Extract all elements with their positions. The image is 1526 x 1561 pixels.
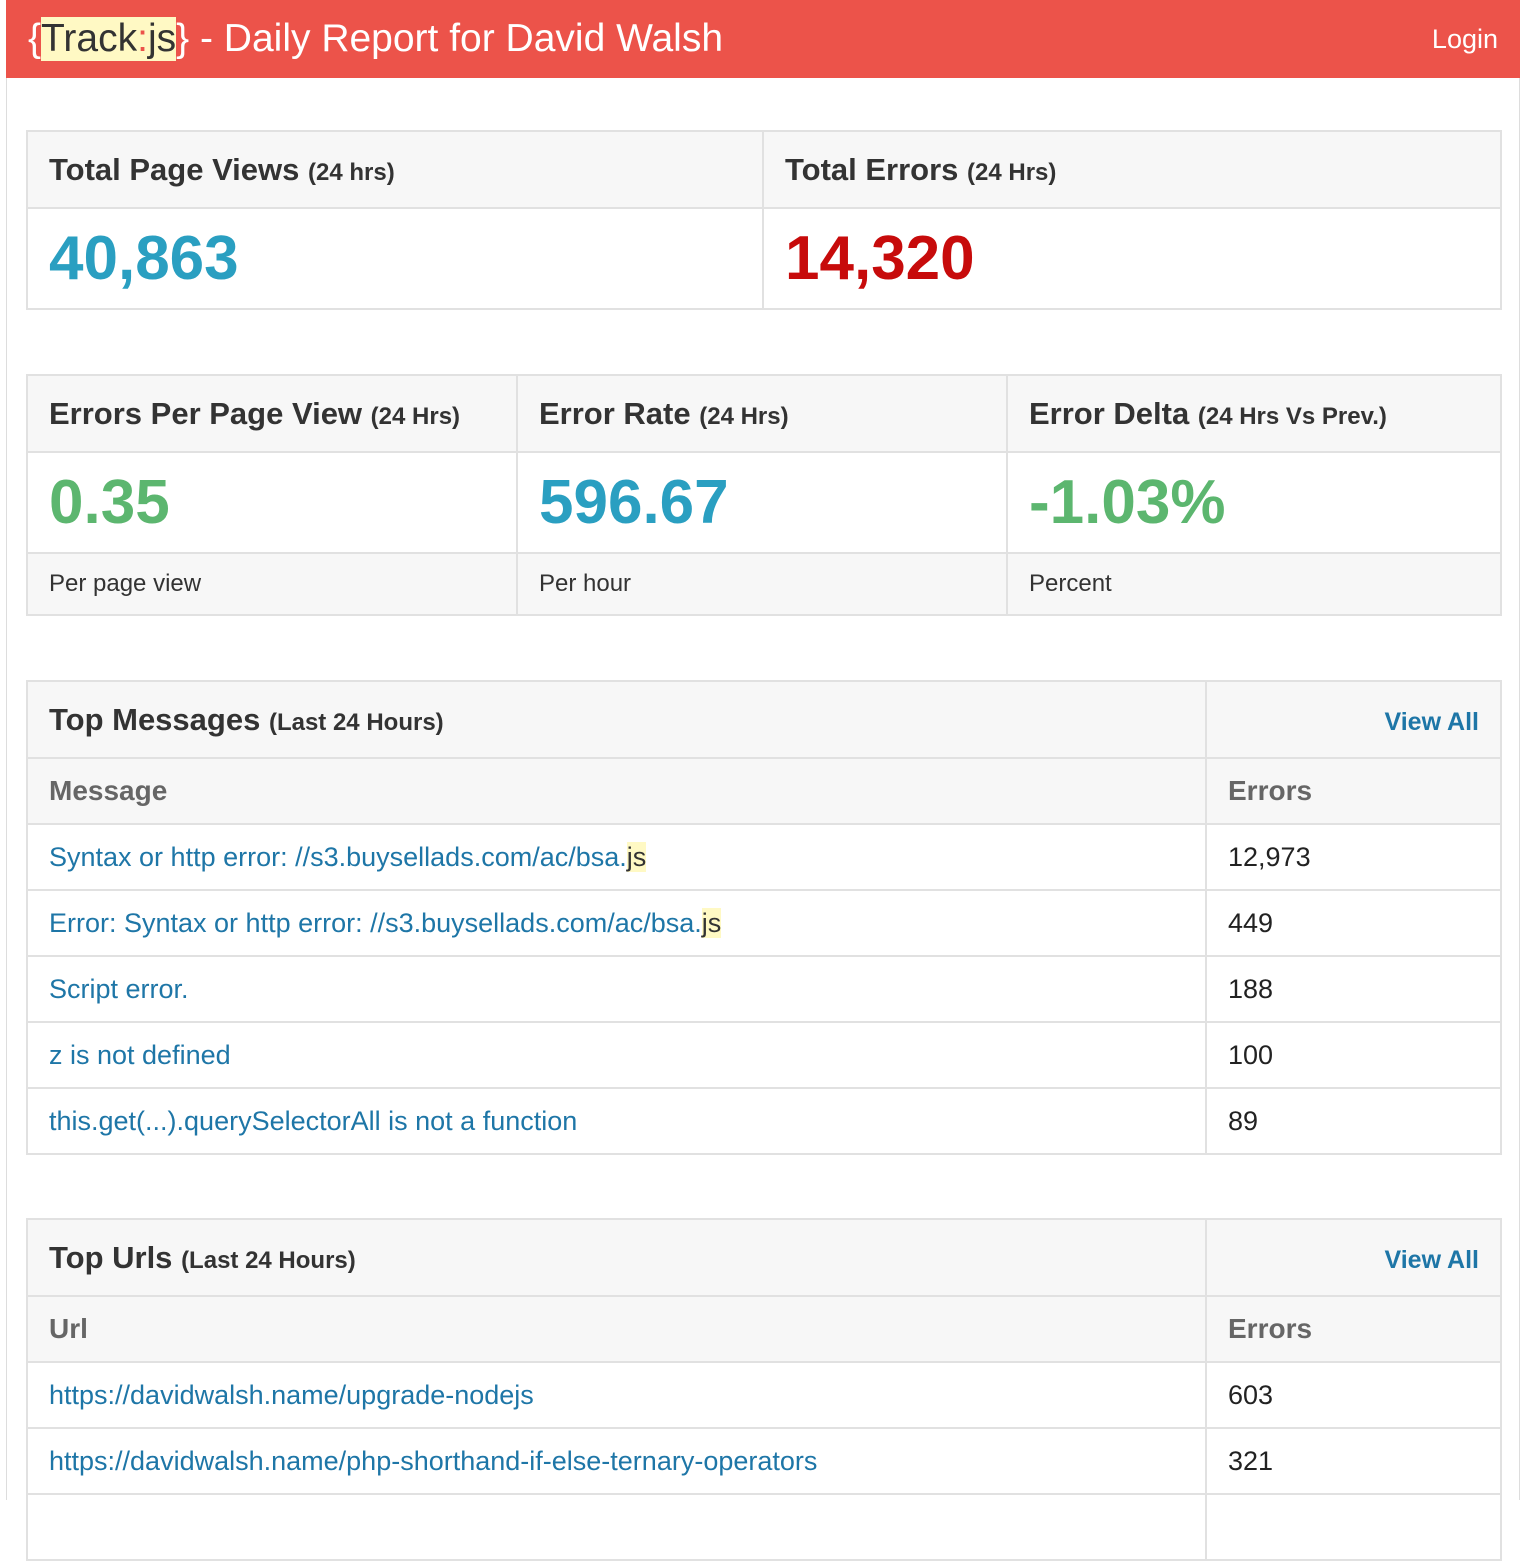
error-count: 321 xyxy=(1205,1427,1502,1495)
message-text[interactable]: Script error. xyxy=(49,973,189,1004)
page-frame xyxy=(6,0,1520,1500)
top-messages-panel: Top Messages (Last 24 Hours) View All Me… xyxy=(26,680,1502,1155)
table-row: https://davidwalsh.name/upgrade-nodejs 6… xyxy=(26,1361,1502,1429)
top-urls-title: Top Urls xyxy=(49,1239,173,1275)
message-link[interactable]: Script error. xyxy=(26,955,1207,1023)
metric-period: (24 Hrs) xyxy=(699,402,789,430)
top-messages-title: Top Messages xyxy=(49,701,261,737)
brand-track: Track xyxy=(41,17,138,61)
total-page-views-value: 40,863 xyxy=(26,207,764,310)
brand-brace-close: } xyxy=(176,17,190,60)
total-page-views-period: (24 hrs) xyxy=(308,158,395,186)
error-count: 449 xyxy=(1205,889,1502,957)
error-count: 188 xyxy=(1205,955,1502,1023)
message-link[interactable]: z is not defined xyxy=(26,1021,1207,1089)
metric-period: (24 Hrs) xyxy=(370,402,461,430)
error-count: 12,973 xyxy=(1205,823,1502,891)
brand-js: js xyxy=(147,17,177,61)
metric-label: Error Delta xyxy=(1029,395,1190,431)
metric-period: (24 Hrs Vs Prev.) xyxy=(1197,402,1387,430)
message-text[interactable]: this.get(...).querySelectorAll is not a … xyxy=(49,1105,578,1136)
top-bar: {Track: js} - Daily Report for David Wals… xyxy=(6,0,1520,78)
total-errors-value: 14,320 xyxy=(762,207,1502,310)
metric-label: Errors Per Page View xyxy=(49,395,363,431)
metric-heading: Error Delta (24 Hrs Vs Prev.) xyxy=(1006,374,1502,453)
errors-per-page-view-value: 0.35 xyxy=(26,451,518,554)
total-page-views-label: Total Page Views xyxy=(49,151,300,187)
table-row: Syntax or http error: //s3.buysellads.co… xyxy=(26,823,1502,891)
column-header-errors: Errors xyxy=(1205,1295,1502,1363)
message-link[interactable]: this.get(...).querySelectorAll is not a … xyxy=(26,1087,1207,1155)
url-link[interactable]: https://davidwalsh.name/upgrade-nodejs xyxy=(26,1361,1207,1429)
metric-unit: Per page view xyxy=(26,552,518,616)
column-header-url: Url xyxy=(26,1295,1207,1363)
url-link[interactable]: https://davidwalsh.name/php-shorthand-if… xyxy=(26,1427,1207,1495)
metric-unit: Percent xyxy=(1006,552,1502,616)
url-link-partial[interactable] xyxy=(26,1493,1207,1561)
error-count: 89 xyxy=(1205,1087,1502,1155)
message-text[interactable]: Syntax or http error: //s3.buysellads.co… xyxy=(49,841,627,872)
error-rate-value: 596.67 xyxy=(516,451,1008,554)
highlight-js: js xyxy=(626,841,647,872)
message-text[interactable]: z is not defined xyxy=(49,1039,231,1070)
report-title: - Daily Report for David Walsh xyxy=(189,17,724,60)
top-urls-actions: View All xyxy=(1205,1218,1502,1297)
column-header-message: Message xyxy=(26,757,1207,825)
table-row: Script error. 188 xyxy=(26,955,1502,1023)
highlight-js: js xyxy=(701,907,722,938)
brand-separator: : xyxy=(137,17,148,61)
top-urls-heading: Top Urls (Last 24 Hours) xyxy=(26,1218,1207,1297)
app-title: {Track: js} - Daily Report for David Wals… xyxy=(28,17,723,61)
top-messages-actions: View All xyxy=(1205,680,1502,759)
message-link[interactable]: Syntax or http error: //s3.buysellads.co… xyxy=(26,823,1207,891)
total-errors-label: Total Errors xyxy=(785,151,959,187)
table-row: this.get(...).querySelectorAll is not a … xyxy=(26,1087,1502,1155)
metric-heading: Errors Per Page View (24 Hrs) xyxy=(26,374,518,453)
error-delta-value: -1.03% xyxy=(1006,451,1502,554)
brand-brace-open: { xyxy=(28,17,42,60)
error-count-partial xyxy=(1205,1493,1502,1561)
view-all-messages-link[interactable]: View All xyxy=(1384,707,1479,736)
total-errors-heading: Total Errors (24 Hrs) xyxy=(762,130,1502,209)
metric-unit: Per hour xyxy=(516,552,1008,616)
table-row: https://davidwalsh.name/php-shorthand-if… xyxy=(26,1427,1502,1495)
top-messages-period: (Last 24 Hours) xyxy=(268,708,444,736)
message-text[interactable]: Error: Syntax or http error: //s3.buysel… xyxy=(49,907,702,938)
metric-heading: Error Rate (24 Hrs) xyxy=(516,374,1008,453)
metrics-panel: Errors Per Page View (24 Hrs) Error Rate… xyxy=(26,374,1502,616)
total-errors-period: (24 Hrs) xyxy=(967,158,1057,186)
login-link[interactable]: Login xyxy=(1431,23,1498,54)
error-count: 100 xyxy=(1205,1021,1502,1089)
table-row: z is not defined 100 xyxy=(26,1021,1502,1089)
column-header-errors: Errors xyxy=(1205,757,1502,825)
error-count: 603 xyxy=(1205,1361,1502,1429)
metric-label: Error Rate xyxy=(539,395,691,431)
totals-panel: Total Page Views (24 hrs) Total Errors (… xyxy=(26,130,1502,310)
table-row xyxy=(26,1493,1502,1561)
table-row: Error: Syntax or http error: //s3.buysel… xyxy=(26,889,1502,957)
top-urls-panel: Top Urls (Last 24 Hours) View All Url Er… xyxy=(26,1218,1502,1561)
view-all-urls-link[interactable]: View All xyxy=(1384,1245,1479,1274)
top-messages-heading: Top Messages (Last 24 Hours) xyxy=(26,680,1207,759)
message-link[interactable]: Error: Syntax or http error: //s3.buysel… xyxy=(26,889,1207,957)
top-urls-period: (Last 24 Hours) xyxy=(181,1246,356,1274)
total-page-views-heading: Total Page Views (24 hrs) xyxy=(26,130,764,209)
